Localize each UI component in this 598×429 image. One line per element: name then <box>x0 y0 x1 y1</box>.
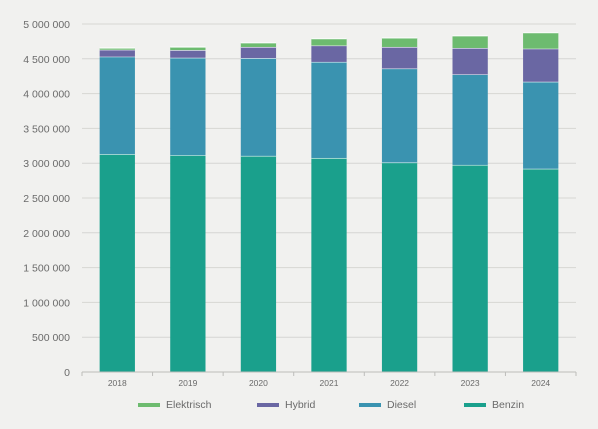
bar-benzin-2021 <box>311 157 347 372</box>
bar-hybrid-2020 <box>240 46 277 59</box>
y-axis-ticks: 0 500 000 1 000 000 1 500 000 2 000 000 2 500… <box>23 19 70 379</box>
bar-benzin-2024 <box>523 168 559 372</box>
y-tick-label: 2 500 000 <box>23 193 70 205</box>
y-tick-label: 3 000 000 <box>23 158 70 170</box>
x-tick-label: 2019 <box>178 378 197 388</box>
y-tick-label: 1 500 000 <box>23 263 70 275</box>
y-tick-label: 3 500 000 <box>23 123 70 135</box>
legend-label-benzin: Benzin <box>492 399 524 411</box>
y-tick-label: 4 500 000 <box>23 54 70 66</box>
legend-swatch-diesel <box>359 403 381 407</box>
bar-elektrisch-2023 <box>452 35 488 49</box>
bar-hybrid-2021 <box>311 45 347 62</box>
bar-diesel-2021 <box>311 61 347 158</box>
bar-benzin-2022 <box>381 162 418 372</box>
y-tick-label: 1 000 000 <box>23 297 70 309</box>
bar-hybrid-2019 <box>170 50 206 58</box>
bar-diesel-2020 <box>240 58 277 156</box>
y-tick-label: 4 000 000 <box>23 89 70 101</box>
bar-benzin-2023 <box>452 164 488 372</box>
bar-benzin-2018 <box>99 154 135 372</box>
legend-label-diesel: Diesel <box>387 399 416 411</box>
y-tick-label: 0 <box>64 367 70 379</box>
x-tick-label: 2021 <box>320 378 339 388</box>
legend-swatch-hybrid <box>257 403 279 407</box>
bar-diesel-2023 <box>452 74 488 165</box>
bar-hybrid-2024 <box>523 48 559 82</box>
x-tick-label: 2024 <box>531 378 550 388</box>
y-tick-label: 5 000 000 <box>23 19 70 31</box>
bar-benzin-2019 <box>170 155 206 372</box>
bar-diesel-2019 <box>170 57 206 156</box>
x-axis: 2018 2019 2020 2021 2022 2023 2024 <box>81 371 577 388</box>
bar-elektrisch-2018 <box>99 48 135 50</box>
bar-diesel-2022 <box>381 68 418 163</box>
bar-elektrisch-2019 <box>170 46 206 51</box>
x-tick-label: 2022 <box>390 378 409 388</box>
bar-diesel-2024 <box>523 81 559 169</box>
legend: Elektrisch Hybrid Diesel Benzin <box>138 399 524 411</box>
bar-elektrisch-2024 <box>523 32 559 49</box>
x-tick-label: 2023 <box>461 378 480 388</box>
legend-label-hybrid: Hybrid <box>285 399 316 411</box>
bar-benzin-2020 <box>240 155 277 372</box>
bar-elektrisch-2022 <box>381 37 418 47</box>
bar-elektrisch-2020 <box>240 42 277 47</box>
legend-swatch-benzin <box>464 403 486 407</box>
y-tick-label: 500 000 <box>32 332 70 344</box>
bar-diesel-2018 <box>99 56 135 155</box>
bar-elektrisch-2021 <box>311 38 347 46</box>
bar-hybrid-2023 <box>452 48 488 75</box>
bar-hybrid-2018 <box>99 49 135 57</box>
x-tick-label: 2018 <box>108 378 127 388</box>
bar-hybrid-2022 <box>381 46 418 69</box>
x-tick-label: 2020 <box>249 378 268 388</box>
bars <box>99 32 559 372</box>
legend-label-elektrisch: Elektrisch <box>166 399 212 411</box>
legend-swatch-elektrisch <box>138 403 160 407</box>
y-tick-label: 2 000 000 <box>23 228 70 240</box>
